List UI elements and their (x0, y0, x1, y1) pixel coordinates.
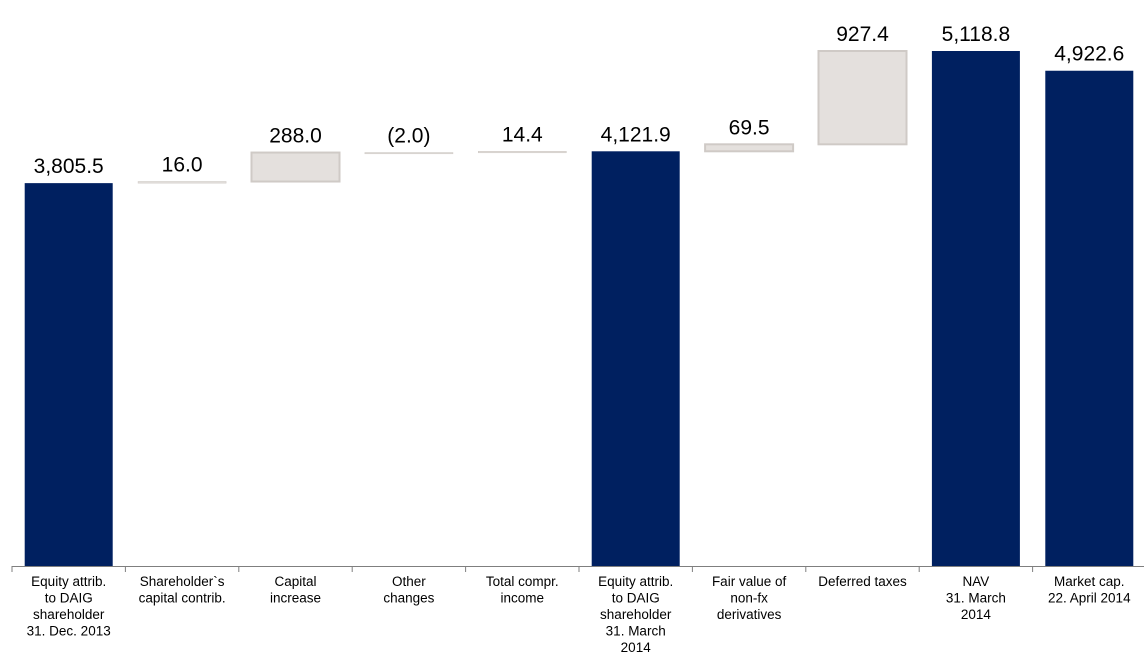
category-label-line: to DAIG (45, 591, 93, 606)
category-label-4: Other changes (383, 574, 434, 606)
category-label-line: 31. March (606, 624, 666, 639)
category-label-line: Equity attrib. (31, 574, 106, 589)
category-label-3: Capital increase (270, 574, 321, 606)
bar-4 (364, 152, 454, 155)
category-label-line: NAV (963, 574, 990, 589)
tick-marks-group (11, 566, 1034, 572)
category-label-10: Market cap. 22. April 2014 (1048, 574, 1131, 606)
value-label-4: (2.0) (387, 125, 430, 148)
category-label-line: shareholder (600, 607, 672, 622)
category-label-2: Shareholder`s capital contrib. (139, 574, 226, 606)
value-label-1: 3,805.5 (34, 155, 104, 178)
category-label-8: Deferred taxes (818, 574, 907, 589)
category-label-9: NAV 31. March 2014 (946, 574, 1006, 622)
value-label-5: 14.4 (502, 123, 543, 146)
category-label-7: Fair value of non-fx derivatives (712, 574, 787, 622)
category-label-line: capital contrib. (139, 591, 226, 606)
category-label-1: Equity attrib. to DAIG shareholder 31. Dec.… (27, 574, 111, 639)
bar-5 (477, 151, 567, 154)
category-label-line: Deferred taxes (818, 574, 907, 589)
bar-1 (24, 183, 113, 566)
bar-9 (931, 51, 1020, 566)
bars-group (24, 50, 1134, 567)
category-label-line: Other (392, 574, 426, 589)
bar-3 (250, 151, 341, 183)
category-label-line: 31. Dec. 2013 (27, 624, 111, 639)
category-label-line: derivatives (717, 607, 782, 622)
value-label-9: 5,118.8 (942, 23, 1011, 46)
category-label-line: Total compr. (486, 574, 559, 589)
value-label-2: 16.0 (162, 154, 203, 177)
category-label-line: 2014 (621, 640, 652, 655)
category-label-line: Capital (274, 574, 316, 589)
bar-8 (817, 50, 908, 146)
bar-6 (591, 151, 680, 567)
category-label-line: income (501, 591, 545, 606)
category-label-line: Shareholder`s (140, 574, 225, 589)
category-label-line: 2014 (961, 607, 992, 622)
bar-10 (1045, 70, 1134, 567)
category-label-line: 22. April 2014 (1048, 591, 1131, 606)
bar-7 (704, 143, 795, 153)
category-label-line: to DAIG (612, 591, 660, 606)
category-label-line: changes (383, 591, 434, 606)
category-label-6: Equity attrib. to DAIG shareholder 31. Marc… (598, 574, 673, 655)
value-label-6: 4,121.9 (601, 123, 671, 146)
category-label-line: 31. March (946, 591, 1006, 606)
value-label-3: 288.0 (269, 125, 322, 148)
category-label-line: shareholder (33, 607, 105, 622)
category-label-line: non-fx (730, 591, 768, 606)
category-labels-group: Equity attrib. to DAIG shareholder 31. Dec.… (27, 574, 1131, 655)
value-label-8: 927.4 (836, 23, 889, 46)
category-label-line: Equity attrib. (598, 574, 673, 589)
category-label-line: increase (270, 591, 321, 606)
category-label-line: Market cap. (1054, 574, 1125, 589)
value-label-10: 4,922.6 (1054, 43, 1124, 66)
bar-2 (137, 181, 227, 184)
value-label-7: 69.5 (729, 116, 770, 139)
category-label-line: Fair value of (712, 574, 787, 589)
category-label-5: Total compr. income (486, 574, 559, 606)
value-labels-group: 3,805.5 16.0 288.0 (2.0) 14.4 4,121.9 69.5 927.… (34, 23, 1125, 178)
